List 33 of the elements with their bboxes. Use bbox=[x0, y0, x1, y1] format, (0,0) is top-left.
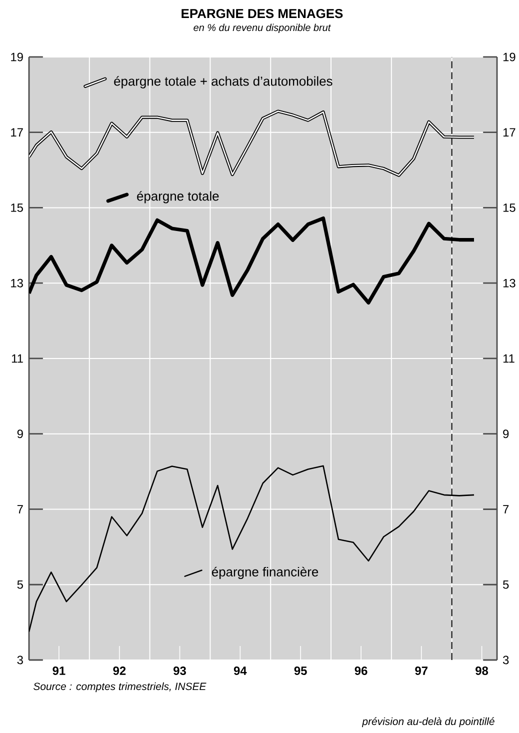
text: prévision au-delà du pointillé bbox=[362, 717, 494, 728]
y2-tick-label: 19 bbox=[503, 52, 516, 62]
y2-tick-label: 5 bbox=[502, 580, 509, 589]
y-tick-label: 15 bbox=[11, 204, 23, 212]
y2-tick-label: 3 bbox=[502, 656, 509, 664]
y2-tick-label: 9 bbox=[503, 430, 509, 438]
y-tick-label: 7 bbox=[17, 505, 23, 514]
source-note: Source : comptes trimestriels, INSEE bbox=[33, 682, 206, 692]
y-tick-label: 19 bbox=[11, 52, 23, 62]
y2-tick-label: 7 bbox=[503, 505, 509, 514]
x-tick-label: 94 bbox=[234, 666, 247, 675]
y-tick-label: 13 bbox=[11, 278, 23, 288]
x-tick-label: 96 bbox=[354, 666, 368, 675]
y2-tick-label: 17 bbox=[503, 128, 516, 136]
x-tick-label: 97 bbox=[415, 666, 428, 675]
legend-label: épargne totale bbox=[136, 191, 219, 204]
y2-tick-label: 11 bbox=[503, 354, 514, 363]
x-tick-label: 98 bbox=[475, 666, 488, 675]
y-tick-label: 11 bbox=[12, 354, 23, 363]
x-tick-label: 92 bbox=[113, 666, 126, 675]
chart-subtitle: en % du revenu disponible brut bbox=[194, 24, 331, 34]
y2-tick-label: 13 bbox=[503, 278, 516, 288]
x-tick-label: 91 bbox=[52, 666, 66, 675]
x-tick-label: 95 bbox=[294, 666, 307, 675]
y-tick-label: 5 bbox=[17, 580, 23, 589]
legend-label: épargne financière bbox=[212, 566, 318, 580]
y-tick-label: 9 bbox=[17, 430, 23, 438]
y-tick-label: 17 bbox=[11, 128, 23, 136]
y2-tick-label: 15 bbox=[503, 204, 516, 212]
chart-title: EPARGNE DES MENAGES bbox=[182, 8, 343, 18]
y-tick-label: 3 bbox=[17, 656, 23, 664]
x-tick-label: 93 bbox=[173, 666, 186, 675]
legend-label: épargne totale + achats d’automobiles bbox=[114, 76, 332, 88]
